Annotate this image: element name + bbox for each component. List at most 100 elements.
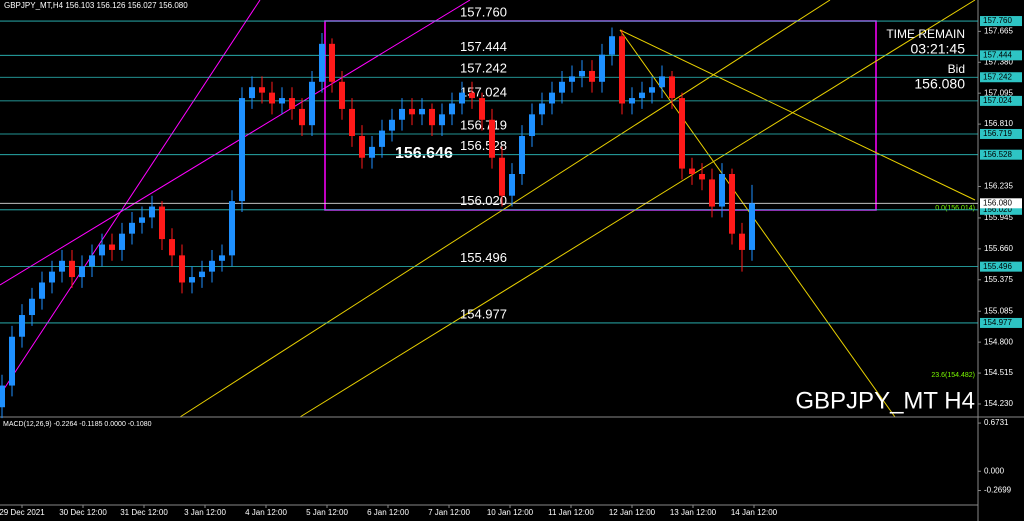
bid-tag-label: 156.080 [983, 198, 1012, 207]
candle-body [19, 315, 25, 337]
channel-line [0, 0, 261, 396]
candle-body [149, 206, 155, 218]
candle-body [339, 81, 345, 109]
candle-body [619, 36, 625, 104]
candle-body [169, 239, 175, 256]
fib-label: 0.0(156.014) [935, 205, 975, 212]
candle-body [0, 385, 5, 408]
candle-body [109, 244, 115, 250]
trend-line [619, 29, 896, 418]
x-tick-label: 13 Jan 12:00 [670, 508, 717, 517]
candle-body [719, 174, 725, 207]
candle-body [29, 298, 35, 316]
candle-body [329, 43, 335, 82]
candle-body [79, 266, 85, 278]
level-tag-label: 157.760 [983, 16, 1012, 25]
x-tick-label: 10 Jan 12:00 [487, 508, 534, 517]
candle-body [239, 98, 245, 202]
y-tick-label: 155.660 [984, 244, 1013, 253]
level-tag [980, 261, 1022, 272]
y-tick-label: 157.665 [984, 26, 1013, 35]
candle-body [159, 206, 165, 240]
candle-body [639, 92, 645, 99]
bid-tag [980, 198, 1022, 209]
candle-body [569, 76, 575, 82]
level-tag-label: 157.024 [983, 96, 1012, 105]
x-tick-label: 7 Jan 12:00 [428, 508, 470, 517]
candle-body [49, 271, 55, 283]
y-tick-label: 155.085 [984, 306, 1013, 315]
candle-body [589, 70, 595, 82]
channel-line [0, 0, 471, 286]
y-tick-label: 156.235 [984, 182, 1013, 191]
candle-body [389, 119, 395, 131]
candle-body [509, 174, 515, 196]
level-tag [980, 149, 1022, 160]
x-tick-label: 5 Jan 12:00 [306, 508, 348, 517]
candle-body [419, 108, 425, 115]
y-tick-label: 154.230 [984, 399, 1013, 408]
candle-body [89, 255, 95, 267]
level-label: 154.977 [460, 306, 507, 321]
y-tick-label: 155.945 [984, 213, 1013, 222]
y-tick-label: 155.375 [984, 275, 1013, 284]
x-tick-label: 14 Jan 12:00 [731, 508, 778, 517]
candle-body [729, 174, 735, 234]
x-tick-label: 12 Jan 12:00 [609, 508, 656, 517]
candle-body [449, 103, 455, 115]
candle-body [489, 119, 495, 158]
candle-body [249, 87, 255, 99]
y-tick-label: 154.515 [984, 368, 1013, 377]
symbol-label: GBPJPY_MT H4 [795, 387, 975, 414]
candle-body [699, 174, 705, 180]
macd-tick-label: -0.2699 [984, 486, 1012, 495]
level-label: 157.760 [460, 4, 507, 19]
candle-body [749, 203, 755, 250]
trend-line [179, 0, 831, 418]
x-tick-label: 4 Jan 12:00 [245, 508, 287, 517]
annotation: 156.646 [395, 145, 453, 162]
candle-body [379, 130, 385, 147]
candle-body [309, 81, 315, 126]
level-tag-label: 157.242 [983, 72, 1012, 81]
candle-body [189, 277, 195, 283]
level-tag-label: 156.020 [983, 205, 1012, 214]
candle-body [119, 233, 125, 250]
x-tick-label: 6 Jan 12:00 [367, 508, 409, 517]
candle-body [369, 146, 375, 158]
candle-body [219, 255, 225, 261]
candle-body [439, 114, 445, 126]
candle-body [689, 168, 695, 175]
y-tick-label: 157.380 [984, 57, 1013, 66]
candle-body [409, 108, 415, 115]
y-tick-label: 156.810 [984, 119, 1013, 128]
candle-body [39, 282, 45, 299]
candle-body [179, 255, 185, 283]
candle-body [499, 157, 505, 196]
level-tag [980, 95, 1022, 106]
x-tick-label: 29 Dec 2021 [0, 508, 45, 517]
candle-body [209, 260, 215, 272]
level-tag-label: 154.977 [983, 318, 1012, 327]
candle-body [549, 92, 555, 104]
level-tag [980, 16, 1022, 27]
level-tag [980, 317, 1022, 328]
candle-body [319, 43, 325, 82]
bid-label: Bid [948, 62, 965, 76]
candle-body [519, 136, 525, 175]
candle-body [739, 233, 745, 250]
trend-line [619, 29, 976, 201]
candle-body [279, 98, 285, 104]
candle-body [599, 54, 605, 82]
candle-body [459, 92, 465, 104]
candle-body [299, 108, 305, 126]
candle-body [9, 336, 15, 386]
candle-body [359, 136, 365, 158]
candle-body [579, 70, 585, 77]
header: GBPJPY_MT,H4 156.103 156.126 156.027 156… [4, 1, 188, 10]
level-tag [980, 128, 1022, 139]
fib-label: 23.6(154.482) [931, 372, 975, 379]
level-tag-label: 156.528 [983, 150, 1012, 159]
level-label: 157.444 [460, 39, 507, 54]
level-tag-label: 155.496 [983, 262, 1012, 271]
